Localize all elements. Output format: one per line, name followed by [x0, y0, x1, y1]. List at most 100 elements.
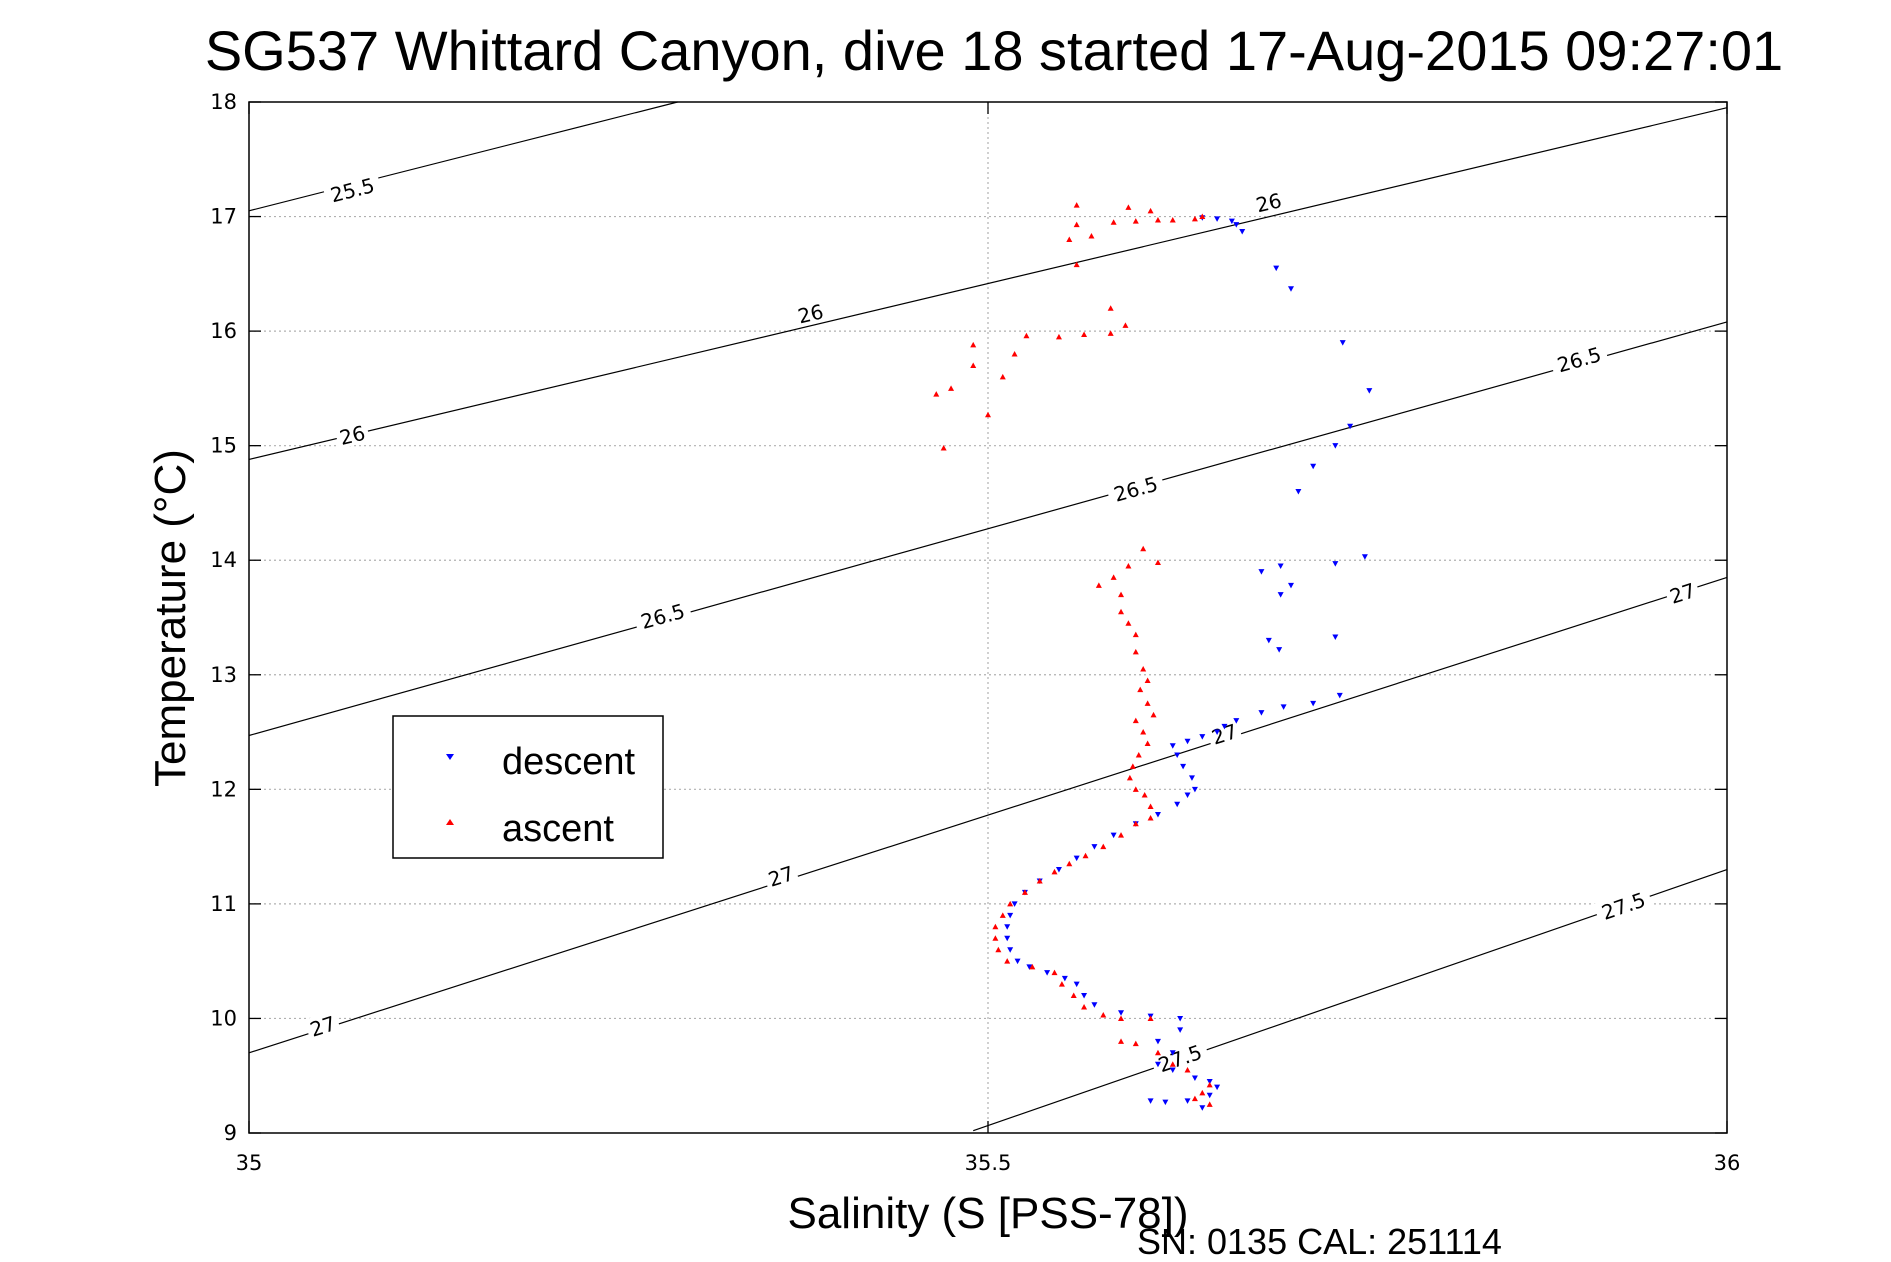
descent-point [1332, 443, 1339, 449]
y-tick-label: 12 [210, 777, 237, 801]
ascent-point [1051, 969, 1058, 976]
ascent-point [1169, 216, 1176, 223]
descent-point [1332, 634, 1339, 640]
descent-point [1184, 1098, 1191, 1104]
ascent-point [1095, 582, 1102, 588]
ascent-point [999, 373, 1006, 380]
ascent-point [1118, 1038, 1125, 1044]
serial-cal-footer: SN: 0135 CAL: 251114 [1137, 1221, 1502, 1262]
x-axis-label: Salinity (S [PSS-78]) [787, 1189, 1188, 1238]
ascent-point [1023, 332, 1030, 339]
ascent-point [1206, 1101, 1213, 1107]
legend-descent-marker [446, 754, 454, 760]
y-tick-label: 14 [210, 548, 237, 572]
ascent-point [1066, 860, 1073, 867]
ascent-point [1081, 331, 1088, 338]
descent-point [1061, 975, 1068, 982]
descent-point [1154, 812, 1161, 818]
ascent-point [1129, 763, 1136, 769]
isopycnal-label: 26 [795, 299, 825, 328]
ascent-point [1007, 900, 1014, 907]
descent-point [1174, 752, 1181, 758]
isopycnal-label-bg [762, 860, 800, 891]
isopycnal-label-bg [1593, 885, 1654, 925]
descent-point [1184, 738, 1191, 745]
descent-point [1258, 710, 1265, 716]
ascent-point [1132, 786, 1139, 792]
isopycnal-label-bg [334, 419, 371, 449]
descent-point [1147, 1098, 1154, 1104]
ascent-point [1140, 729, 1147, 735]
ascent-point [1169, 1061, 1176, 1067]
isopycnal-label-bg [1250, 187, 1287, 217]
ascent-point [1154, 216, 1161, 223]
descent-point [1004, 924, 1011, 930]
descent-point [1007, 912, 1014, 919]
descent-point [1014, 958, 1021, 965]
isopycnal-line [248, 576, 1728, 1054]
descent-point [1310, 700, 1317, 707]
isopycnal-label-bg [1663, 577, 1701, 608]
ascent-point [1118, 832, 1125, 838]
ascent-point [1132, 218, 1139, 224]
y-tick-label: 17 [210, 205, 237, 229]
y-tick-label: 9 [224, 1121, 237, 1145]
ascent-point [1073, 221, 1080, 228]
axis-ticks: 35 35.5 36 9 10 11 12 13 14 15 16 17 18 [210, 90, 1740, 1175]
descent-point [1214, 729, 1221, 736]
ascent-point [1118, 591, 1125, 598]
x-tick-label: 35.5 [965, 1151, 1012, 1175]
y-axis-label: Temperature (°C) [146, 449, 195, 787]
descent-point [1180, 763, 1187, 770]
descent-point [1265, 637, 1272, 644]
legend-ascent-label: ascent [502, 808, 614, 850]
ascent-point [1191, 1095, 1198, 1102]
descent-point [1184, 792, 1191, 799]
x-tick-label: 36 [1714, 1151, 1741, 1175]
descent-point [1214, 216, 1221, 222]
descent-point [1228, 218, 1235, 225]
descent-point [1169, 1067, 1176, 1073]
descent-point [1287, 582, 1294, 589]
descent-point [1366, 388, 1373, 394]
ascent-point [1144, 700, 1151, 706]
ascent-point [1199, 213, 1206, 220]
ascent-point [1021, 889, 1028, 895]
descent-point [1026, 964, 1033, 970]
ascent-point [1058, 981, 1065, 987]
ascent-point [948, 385, 955, 391]
ascent-point [933, 391, 940, 397]
ascent-point [1147, 207, 1154, 214]
ascent-point [1147, 1015, 1154, 1021]
ascent-point [1140, 545, 1147, 552]
ascent-point [940, 444, 947, 451]
ascent-point [1150, 711, 1157, 718]
descent-point [1310, 463, 1317, 470]
ascent-point [1125, 620, 1132, 626]
ascent-point [1110, 219, 1117, 225]
y-tick-label: 10 [210, 1006, 237, 1030]
descent-point [1154, 1061, 1161, 1068]
ascent-point [1125, 562, 1132, 569]
isopycnal-label-bg [1105, 470, 1166, 507]
descent-point [1091, 844, 1098, 850]
ascent-point [1132, 717, 1139, 724]
descent-point [1339, 340, 1346, 346]
ascent-point [1100, 843, 1107, 850]
descent-point [1336, 692, 1343, 699]
isopycnal-line [248, 321, 1728, 737]
ascent-point [1154, 1049, 1161, 1056]
ascent-point [1154, 559, 1161, 566]
descent-point [1280, 704, 1287, 710]
descent-point [1199, 734, 1206, 740]
ascent-point [992, 923, 999, 930]
ascent-point [1147, 803, 1154, 810]
y-tick-label: 16 [210, 319, 237, 343]
descent-point [1011, 901, 1018, 907]
x-tick-label: 35 [236, 1151, 263, 1175]
descent-point [1277, 592, 1284, 598]
isopycnal-label-bg [303, 1010, 342, 1041]
legend: descent ascent [392, 715, 664, 859]
ascent-point [1107, 305, 1114, 311]
